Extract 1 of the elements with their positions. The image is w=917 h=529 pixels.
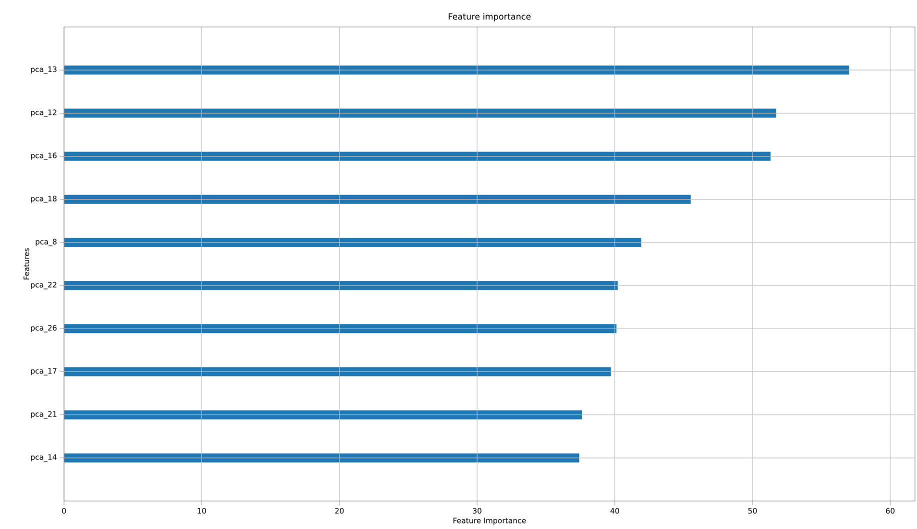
chart-title: Feature importance xyxy=(448,13,531,22)
